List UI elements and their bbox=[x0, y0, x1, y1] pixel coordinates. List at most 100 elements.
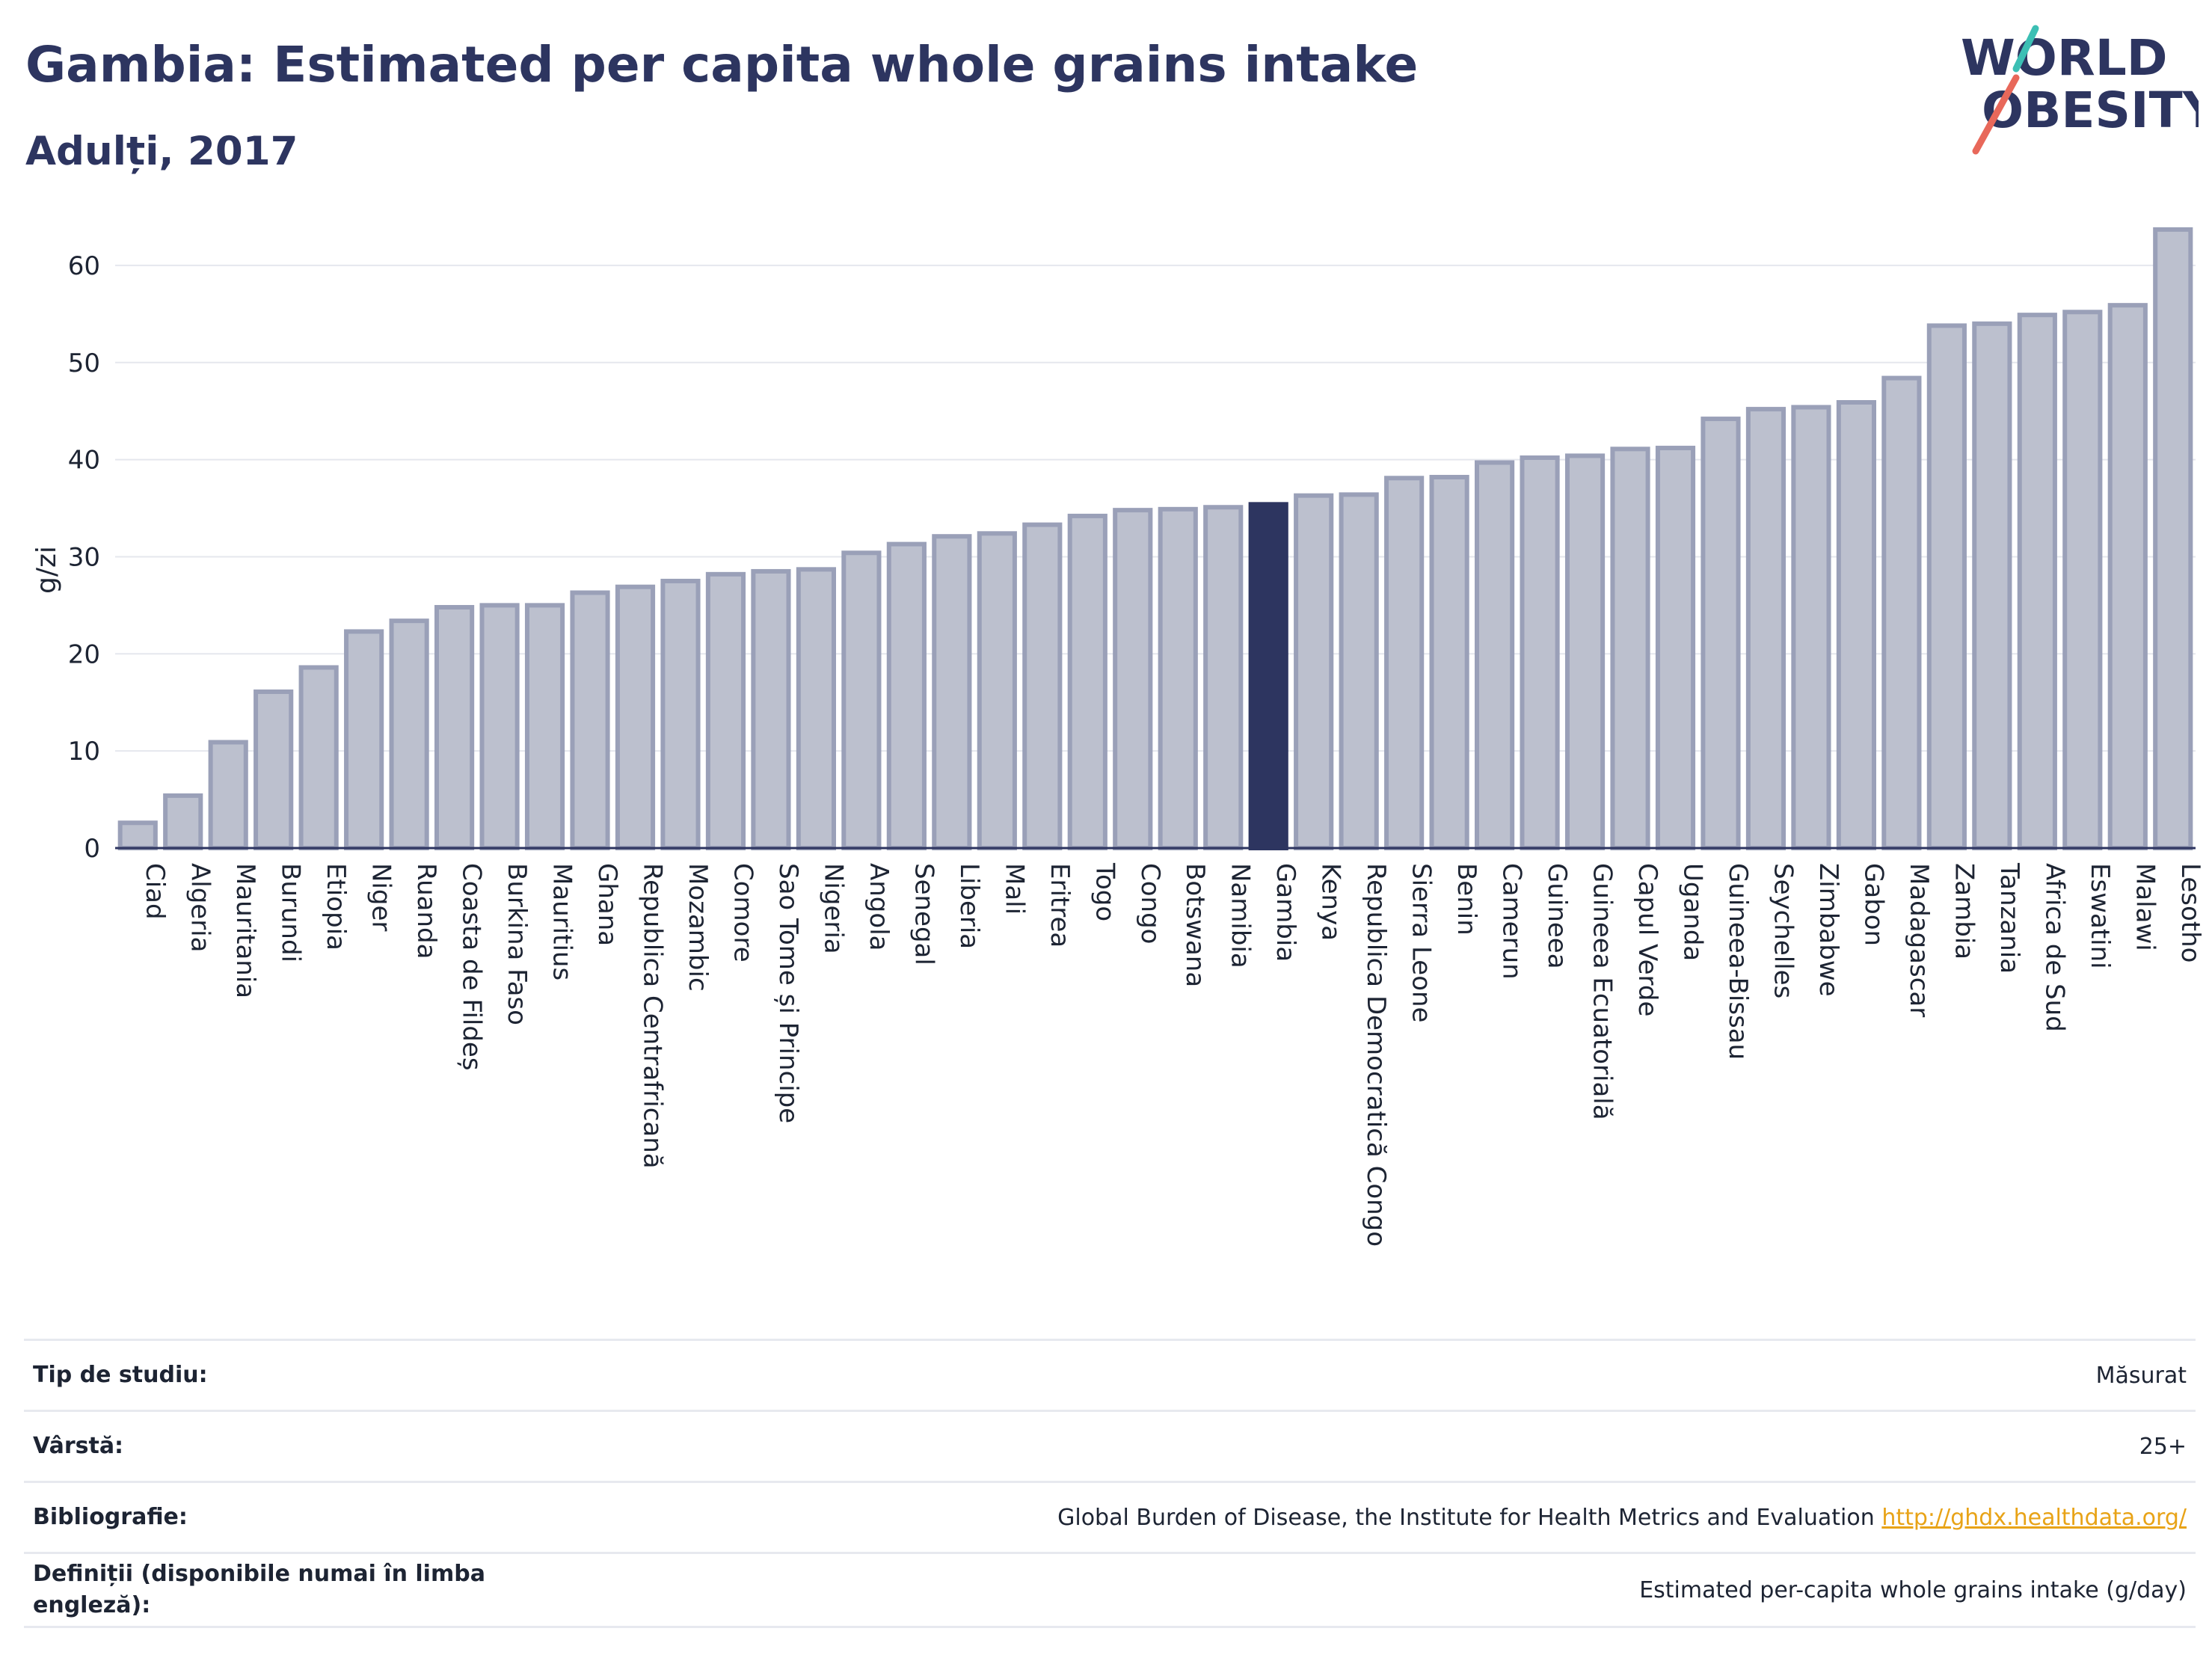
x-tick-label: Ruanda bbox=[411, 863, 441, 959]
x-tick-label: Republica Democratică Congo bbox=[1361, 863, 1391, 1247]
bar[interactable] bbox=[1203, 505, 1244, 850]
bar[interactable] bbox=[1520, 455, 1560, 850]
bar[interactable] bbox=[344, 629, 384, 850]
bar[interactable] bbox=[117, 820, 158, 850]
x-tick-label: Uganda bbox=[1678, 863, 1708, 961]
x-tick-label: Republica Centrafricană bbox=[638, 863, 668, 1169]
y-tick-label: 60 bbox=[68, 251, 100, 281]
bar[interactable] bbox=[1294, 493, 1334, 850]
bar[interactable] bbox=[298, 665, 339, 850]
bar[interactable] bbox=[163, 793, 203, 850]
bar[interactable] bbox=[796, 567, 836, 850]
x-tick-label: Etiopia bbox=[321, 863, 351, 951]
x-tick-label: Guineea-Bissau bbox=[1723, 863, 1753, 1060]
info-row: Tip de studiu: Măsurat bbox=[24, 1339, 2196, 1411]
bar[interactable] bbox=[705, 571, 746, 851]
y-axis-label: g/zi bbox=[31, 546, 62, 594]
x-tick-label: Sierra Leone bbox=[1407, 863, 1437, 1022]
x-tick-label: Camerun bbox=[1497, 863, 1527, 980]
x-tick-label: Africa de Sud bbox=[2039, 863, 2069, 1032]
bar[interactable] bbox=[1475, 460, 1515, 850]
x-tick-label: Senegal bbox=[909, 863, 938, 965]
x-tick-label: Botswana bbox=[1180, 863, 1210, 987]
bar-chart: 0 10 20 30 40 50 60 Ciad Algeria Mauritania Burun… bbox=[31, 227, 2205, 1247]
x-tick-label: Eswatini bbox=[2085, 863, 2115, 969]
x-tick-label: Madagascar bbox=[1904, 863, 1934, 1017]
bar[interactable] bbox=[1022, 522, 1063, 850]
bar[interactable] bbox=[1384, 476, 1425, 850]
bar[interactable] bbox=[434, 604, 475, 851]
bar[interactable] bbox=[932, 534, 972, 850]
bar[interactable] bbox=[524, 603, 565, 851]
bar[interactable] bbox=[1158, 506, 1198, 850]
logo-slash-teal bbox=[2012, 25, 2039, 73]
x-tick-label: Zimbabwe bbox=[1813, 863, 1843, 997]
bar[interactable] bbox=[751, 568, 791, 850]
bar[interactable] bbox=[660, 578, 701, 851]
bar[interactable] bbox=[886, 541, 927, 850]
bibliography-link[interactable]: http://ghdx.healthdata.org/ bbox=[1881, 1504, 2187, 1531]
bar[interactable] bbox=[479, 603, 520, 851]
bar[interactable] bbox=[1564, 453, 1606, 850]
x-tick-label: Coasta de Fildeș bbox=[457, 863, 487, 1071]
x-tick-label: Mauritania bbox=[230, 863, 260, 998]
x-tick-label: Burundi bbox=[276, 863, 306, 962]
bar[interactable] bbox=[2062, 310, 2103, 851]
bar[interactable] bbox=[570, 590, 610, 851]
bar[interactable] bbox=[1701, 417, 1741, 850]
bar[interactable] bbox=[1881, 375, 1922, 850]
info-value: Global Burden of Disease, the Institute … bbox=[506, 1482, 2196, 1553]
bar[interactable] bbox=[1339, 492, 1379, 850]
x-tick-label: Ghana bbox=[592, 863, 622, 946]
info-row: Bibliografie: Global Burden of Disease, t… bbox=[24, 1481, 2196, 1553]
bar[interactable] bbox=[2153, 227, 2193, 850]
x-tick-label: Gabon bbox=[1858, 863, 1888, 946]
bar[interactable] bbox=[1113, 508, 1153, 850]
info-value: 25+ bbox=[506, 1411, 2196, 1482]
y-tick-label: 30 bbox=[68, 542, 100, 572]
page-title: Gambia: Estimated per capita whole grain… bbox=[25, 36, 1419, 93]
bar[interactable] bbox=[615, 584, 656, 851]
info-value: Estimated per-capita whole grains intake… bbox=[506, 1553, 2196, 1627]
x-tick-label: Benin bbox=[1451, 863, 1481, 936]
bar[interactable] bbox=[1972, 321, 2012, 851]
y-tick-label: 50 bbox=[68, 348, 100, 378]
bar[interactable] bbox=[389, 618, 429, 850]
info-value-text: Măsurat bbox=[2095, 1362, 2187, 1389]
bar[interactable] bbox=[254, 689, 294, 850]
bar[interactable] bbox=[1791, 405, 1831, 850]
bar[interactable] bbox=[977, 531, 1017, 850]
x-tick-label: Burkina Faso bbox=[502, 863, 532, 1025]
bar[interactable] bbox=[2017, 313, 2057, 851]
bar[interactable] bbox=[1745, 407, 1787, 850]
bar[interactable] bbox=[1610, 446, 1650, 850]
chart-bars bbox=[117, 227, 2193, 851]
bar[interactable] bbox=[208, 740, 248, 851]
x-tick-label: Togo bbox=[1090, 862, 1119, 921]
world-obesity-logo[interactable]: WORLD OBESITY bbox=[1944, 22, 2199, 157]
bar-highlighted[interactable] bbox=[1248, 502, 1288, 850]
bar[interactable] bbox=[841, 550, 882, 850]
bar[interactable] bbox=[1429, 474, 1469, 850]
x-tick-label: Malawi bbox=[2130, 863, 2160, 951]
bar[interactable] bbox=[2107, 303, 2148, 851]
x-tick-label: Eritrea bbox=[1045, 863, 1075, 948]
x-tick-label: Guineea bbox=[1542, 863, 1572, 969]
bar[interactable] bbox=[1067, 513, 1107, 850]
info-key: Vârstă: bbox=[33, 1433, 124, 1459]
logo-slash-red bbox=[1972, 74, 2020, 155]
y-tick-label: 10 bbox=[68, 737, 100, 767]
bar[interactable] bbox=[1655, 446, 1696, 850]
x-tick-label: Liberia bbox=[954, 863, 984, 949]
info-row: Vârstă: 25+ bbox=[24, 1410, 2196, 1482]
x-tick-label: Congo bbox=[1135, 863, 1165, 944]
bar[interactable] bbox=[1926, 323, 1967, 851]
x-tick-label: Zambia bbox=[1949, 863, 1979, 959]
info-key: Definiții (disponibile numai în limba en… bbox=[33, 1561, 485, 1618]
info-value-text: 25+ bbox=[2139, 1433, 2187, 1460]
x-tick-label: Comore bbox=[728, 863, 758, 962]
x-tick-label: Kenya bbox=[1316, 863, 1346, 941]
x-tick-label: Niger bbox=[366, 863, 396, 931]
logo-line-obesity: OBESITY bbox=[1982, 82, 2199, 139]
bar[interactable] bbox=[1836, 400, 1876, 850]
